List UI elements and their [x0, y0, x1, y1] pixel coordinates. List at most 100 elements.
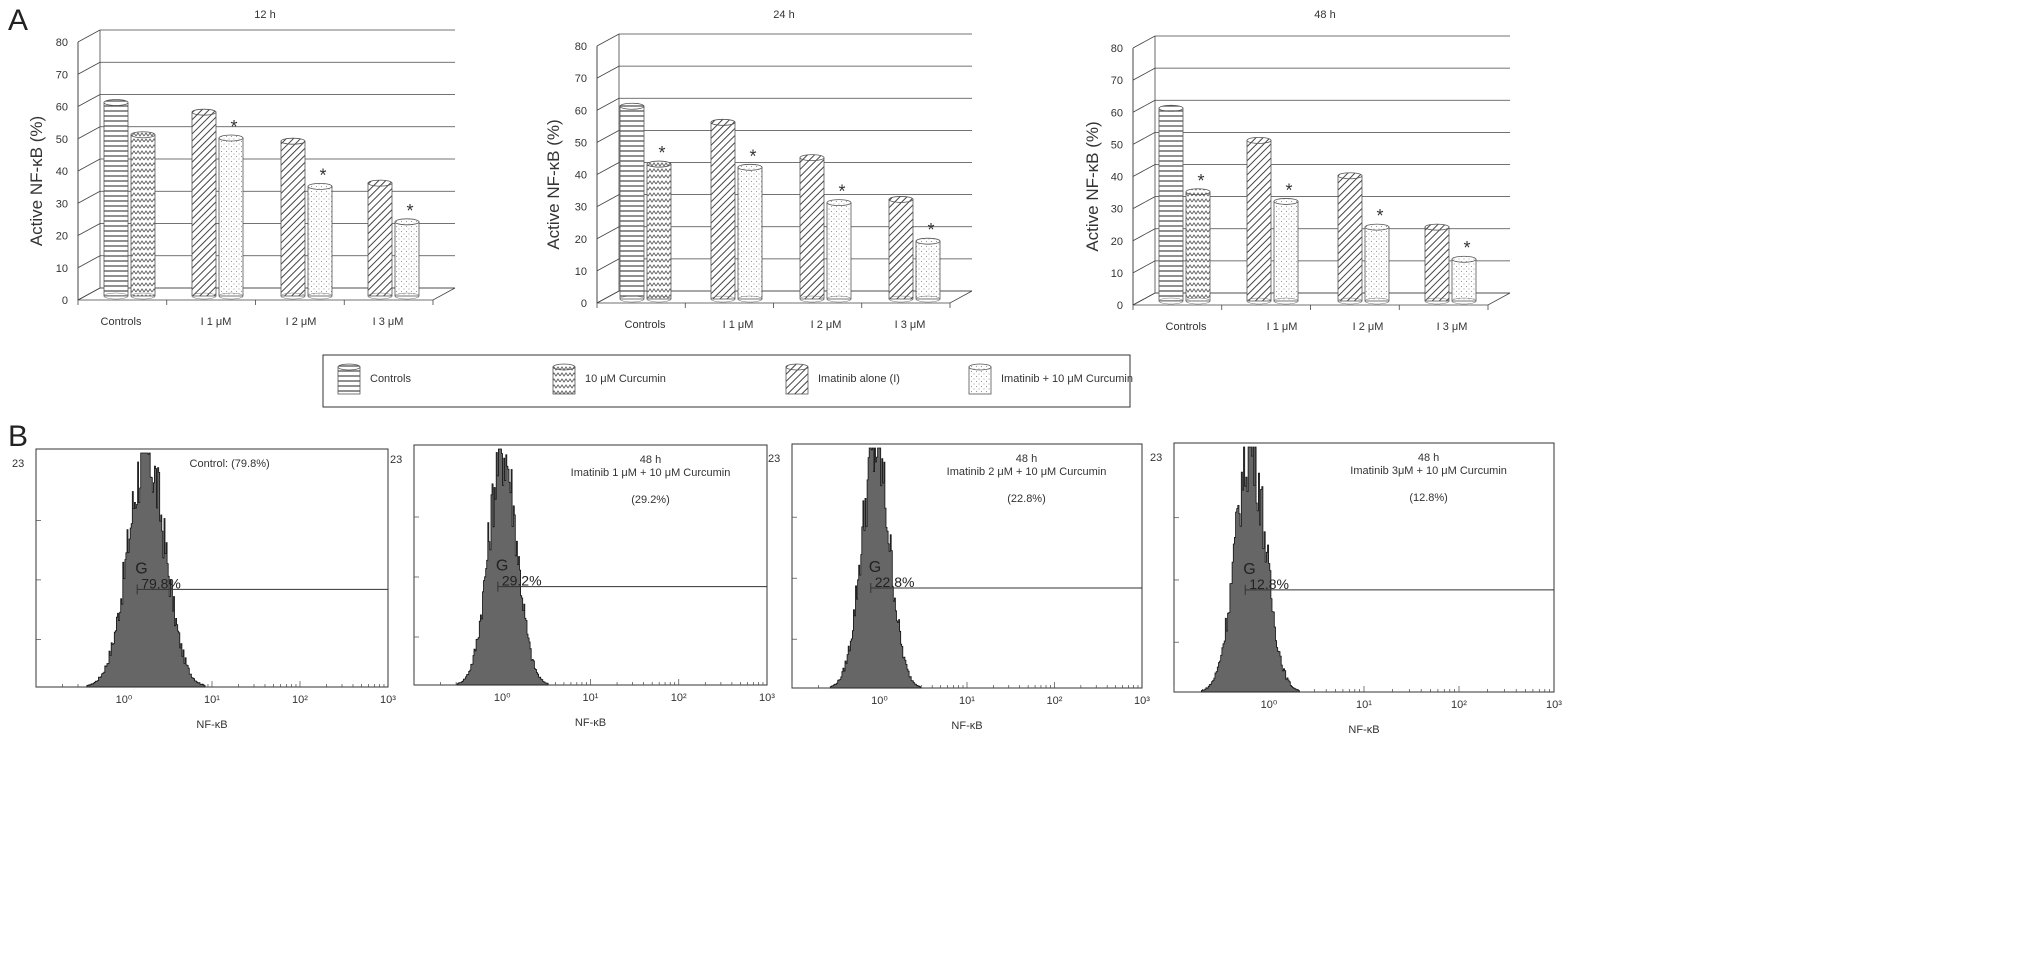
- x-tick-label: 10²: [292, 694, 308, 706]
- category-label: I 2 μM: [811, 319, 842, 331]
- chart-title: 12 h: [254, 9, 275, 21]
- y-tick-label: 70: [1111, 75, 1123, 87]
- bar-chart-12h: 0 10 20 30 40 50 60 70 80 12 h Active NF-κB (%) Con…: [27, 9, 456, 328]
- bar: [646, 160, 672, 303]
- category-label: I 2 μM: [1353, 321, 1384, 333]
- bar: [103, 99, 129, 300]
- plot-frame: [413, 444, 768, 686]
- legend-item: Imatinib + 10 μM Curcumin: [968, 363, 1133, 395]
- chart-title: 24 h: [773, 9, 794, 21]
- histogram-annotation: 48 h: [640, 454, 661, 466]
- category-label: I 3 μM: [1437, 321, 1468, 333]
- histogram-annotation: (12.8%): [1409, 492, 1448, 504]
- y-tick-label: 10: [56, 263, 68, 275]
- x-tick-label: 10³: [759, 692, 775, 704]
- y-tick-label: 30: [1111, 204, 1123, 216]
- category-label: Controls: [101, 316, 142, 328]
- plot-frame: [35, 448, 389, 688]
- y-tick-label: 10: [1111, 268, 1123, 280]
- y-tick-label: 20: [575, 234, 587, 246]
- bar: [1424, 223, 1450, 305]
- category-label: I 3 μM: [373, 316, 404, 328]
- histogram-annotation: Imatinib 1 μM + 10 μM Curcumin: [571, 467, 731, 479]
- histogram-annotation: (22.8%): [1007, 493, 1046, 505]
- bar: [218, 134, 244, 300]
- legend-box: [322, 354, 1131, 408]
- bar-chart-24h: 0 10 20 30 40 50 60 70 80 24 h Active NF-κB (%) * Co…: [544, 9, 973, 331]
- significance-star: *: [658, 143, 665, 163]
- y-tick-label: 20: [56, 231, 68, 243]
- y-tick-label: 0: [581, 298, 587, 310]
- bar: [799, 154, 825, 303]
- significance-star: *: [749, 146, 756, 166]
- y-axis-label: Active NF-κB (%): [1083, 121, 1102, 251]
- legend-label: Controls: [370, 373, 411, 385]
- category-label: I 1 μM: [1267, 321, 1298, 333]
- bar: [1364, 223, 1390, 305]
- x-tick-label: 10¹: [959, 695, 975, 707]
- y-max-label: 23: [390, 454, 402, 466]
- x-tick-label: 10⁰: [494, 692, 511, 704]
- y-tick-label: 60: [1111, 107, 1123, 119]
- category-label: I 3 μM: [895, 319, 926, 331]
- x-tick-label: 10³: [1546, 699, 1562, 711]
- histogram-annotation: 48 h: [1016, 453, 1037, 465]
- y-tick-label: 0: [1117, 300, 1123, 312]
- bar: [1185, 188, 1211, 305]
- gate-label: G: [496, 558, 508, 575]
- x-tick-label: 10¹: [583, 692, 599, 704]
- bar-charts: 0 10 20 30 40 50 60 70 80 12 h Active NF-κB (%) Con…: [27, 9, 1511, 333]
- y-tick-label: 0: [62, 295, 68, 307]
- x-axis-label: NF-κB: [1348, 724, 1379, 736]
- y-tick-label: 70: [575, 73, 587, 85]
- y-tick-label: 40: [1111, 172, 1123, 184]
- bar: [710, 118, 736, 303]
- category-label: I 1 μM: [201, 316, 232, 328]
- gate-percent: 22.8%: [875, 574, 915, 590]
- chart-title: 48 h: [1314, 9, 1335, 21]
- significance-star: *: [406, 201, 413, 221]
- gate-label: G: [1243, 561, 1255, 578]
- bar: [1273, 198, 1299, 305]
- y-tick-label: 60: [56, 102, 68, 114]
- x-tick-label: 10³: [380, 694, 396, 706]
- y-tick-label: 80: [56, 37, 68, 49]
- y-tick-label: 20: [1111, 236, 1123, 248]
- gate-percent: 12.8%: [1249, 576, 1289, 592]
- legend-item: 10 μM Curcumin: [552, 363, 666, 395]
- floor: [596, 290, 973, 304]
- gate-percent: 79.8%: [141, 575, 181, 591]
- x-tick-label: 10⁰: [871, 695, 888, 707]
- x-axis-label: NF-κB: [575, 717, 606, 729]
- significance-star: *: [927, 220, 934, 240]
- category-label: Controls: [625, 319, 666, 331]
- bar: [367, 179, 393, 300]
- y-tick-label: 70: [56, 69, 68, 81]
- floor: [1132, 292, 1511, 306]
- histogram-annotation: Control: (79.8%): [190, 458, 270, 470]
- bar-chart-48h: 0 10 20 30 40 50 60 70 80 48 h Active NF-κB (%) * Co…: [1083, 9, 1511, 333]
- panel-label-a: A: [8, 4, 28, 37]
- y-tick-label: 40: [56, 166, 68, 178]
- category-label: Controls: [1166, 321, 1207, 333]
- bar: [394, 218, 420, 300]
- bar: [191, 108, 217, 300]
- histogram-annotation: Imatinib 2 μM + 10 μM Curcumin: [947, 466, 1107, 478]
- y-axis-label: Active NF-κB (%): [544, 119, 563, 249]
- y-tick-label: 10: [575, 266, 587, 278]
- significance-star: *: [1285, 180, 1292, 200]
- gate-label: G: [869, 559, 881, 576]
- y-tick-label: 80: [575, 41, 587, 53]
- x-tick-label: 10²: [1047, 695, 1063, 707]
- x-tick-label: 10⁰: [116, 694, 133, 706]
- legend-label: 10 μM Curcumin: [585, 373, 666, 385]
- legend-label: Imatinib + 10 μM Curcumin: [1001, 373, 1133, 385]
- legend: Controls 10 μM Curcumin Imatinib alone (I)…: [322, 354, 1133, 408]
- histogram-distribution: [829, 447, 921, 689]
- histograms: 10⁰ 10¹ 10² 10³ 23 NF-κB G 79.8% Control: (79.8%…: [12, 442, 1562, 736]
- bar: [737, 163, 763, 303]
- y-max-label: 23: [12, 458, 24, 470]
- panel-label-b: B: [8, 420, 28, 453]
